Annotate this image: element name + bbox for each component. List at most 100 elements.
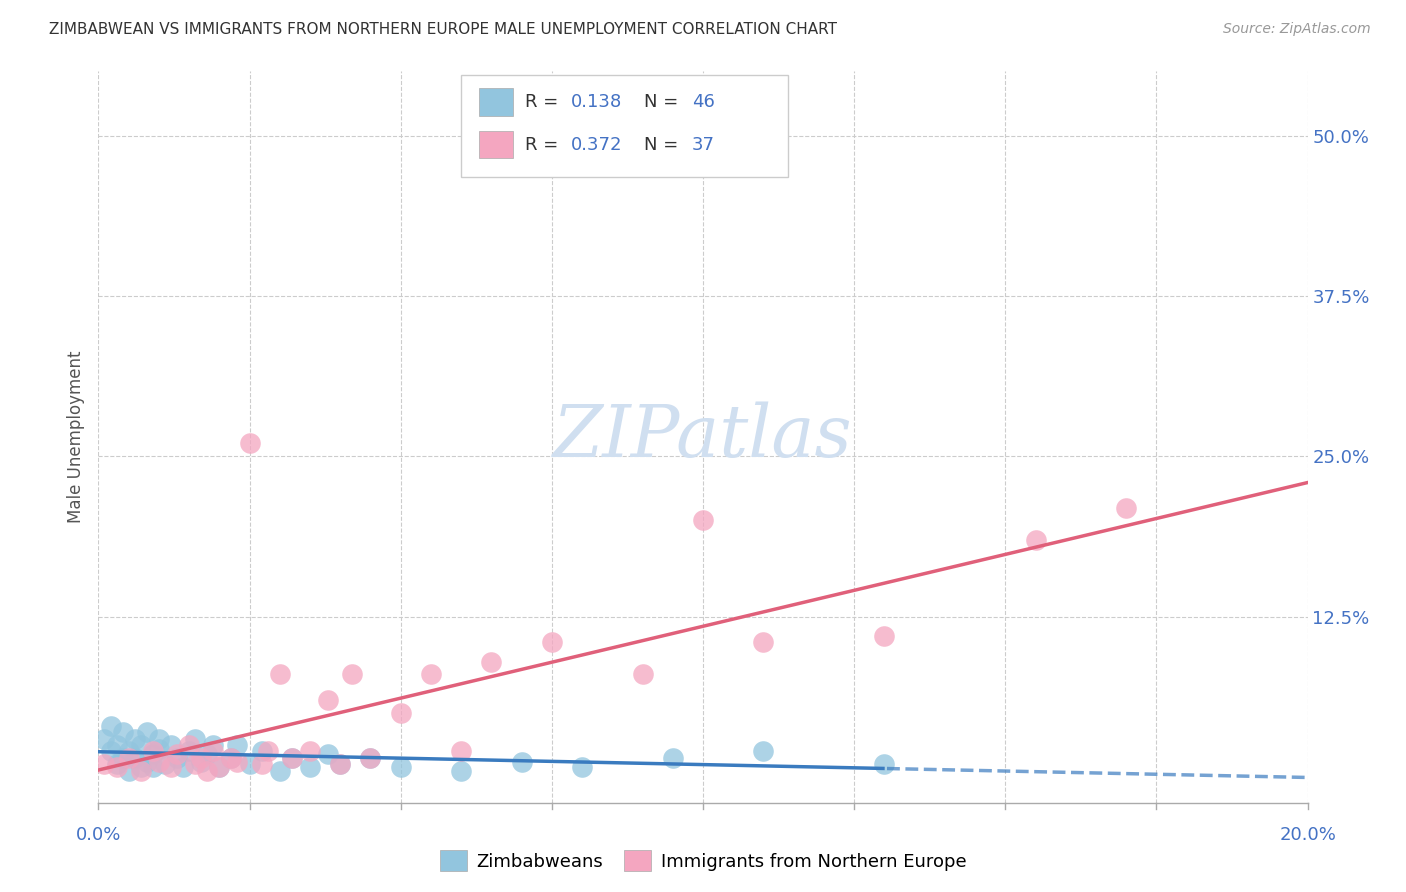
Point (239, 436, 262, 450)
Point (329, 757, 352, 772)
Point (510, 755, 533, 769)
Point (135, 725, 157, 739)
Bar (479, 130, 513, 159)
Point (299, 744, 322, 758)
Point (142, 760, 165, 774)
Point (202, 738, 225, 752)
Point (1115, 500, 1137, 515)
Point (160, 760, 183, 774)
Point (873, 757, 896, 772)
Point (148, 731, 170, 746)
Point (316, 693, 339, 707)
Text: N =: N = (644, 136, 683, 153)
Point (692, 514, 714, 528)
Point (226, 755, 249, 769)
Point (195, 747, 218, 761)
Point (135, 755, 157, 769)
Point (148, 755, 170, 769)
Text: 20.0%: 20.0% (1279, 826, 1336, 844)
Point (129, 760, 152, 774)
Point (184, 757, 207, 772)
Point (105, 760, 128, 774)
Bar (479, 88, 513, 116)
Text: 0.372: 0.372 (571, 136, 623, 153)
Point (129, 738, 152, 752)
Point (111, 725, 134, 739)
Point (269, 667, 291, 681)
Point (281, 751, 304, 765)
Text: 0.138: 0.138 (571, 93, 623, 112)
Point (226, 738, 249, 752)
Point (190, 755, 212, 769)
Point (179, 738, 201, 752)
Point (873, 629, 896, 643)
Text: ZIPatlas: ZIPatlas (553, 401, 853, 473)
Point (100, 744, 122, 758)
Point (160, 738, 183, 752)
Point (250, 757, 273, 772)
Text: R =: R = (526, 136, 564, 153)
Text: 46: 46 (692, 93, 716, 112)
Legend: Zimbabweans, Immigrants from Northern Europe: Zimbabweans, Immigrants from Northern Eu… (433, 843, 973, 879)
Point (142, 744, 165, 758)
Point (450, 764, 472, 778)
Point (360, 751, 382, 765)
Point (329, 757, 352, 772)
Point (179, 744, 201, 758)
Point (93, 731, 115, 746)
Point (221, 751, 243, 765)
Point (105, 738, 128, 752)
Point (93, 757, 115, 772)
Point (450, 744, 472, 758)
Point (316, 747, 339, 761)
Text: ZIMBABWEAN VS IMMIGRANTS FROM NORTHERN EUROPE MALE UNEMPLOYMENT CORRELATION CHAR: ZIMBABWEAN VS IMMIGRANTS FROM NORTHERN E… (49, 22, 837, 37)
Point (100, 719, 122, 733)
Point (299, 760, 322, 774)
Point (281, 751, 304, 765)
Point (148, 742, 170, 756)
Point (118, 744, 141, 758)
Point (166, 751, 188, 765)
Point (124, 731, 146, 746)
Point (269, 764, 291, 778)
Text: Source: ZipAtlas.com: Source: ZipAtlas.com (1223, 22, 1371, 37)
Point (111, 751, 134, 765)
Point (184, 731, 207, 746)
Text: 37: 37 (692, 136, 716, 153)
Point (661, 751, 683, 765)
Point (389, 706, 412, 720)
Point (105, 757, 128, 772)
Point (166, 747, 188, 761)
Point (1024, 533, 1046, 547)
Point (153, 757, 176, 772)
FancyBboxPatch shape (461, 75, 787, 178)
Point (250, 744, 273, 758)
Text: N =: N = (644, 93, 683, 112)
Point (342, 667, 364, 681)
Point (481, 655, 503, 669)
Text: 0.0%: 0.0% (76, 826, 121, 844)
Point (389, 760, 412, 774)
Point (129, 764, 152, 778)
Point (752, 635, 775, 649)
Point (631, 667, 654, 681)
Point (571, 760, 593, 774)
Point (142, 747, 165, 761)
Y-axis label: Male Unemployment: Male Unemployment (66, 351, 84, 524)
Point (420, 667, 443, 681)
Point (202, 744, 225, 758)
Point (752, 744, 775, 758)
Point (540, 635, 562, 649)
Point (190, 751, 212, 765)
Point (208, 760, 231, 774)
Point (239, 757, 262, 772)
Point (124, 751, 146, 765)
Point (256, 744, 278, 758)
Point (221, 751, 243, 765)
Point (195, 764, 218, 778)
Point (360, 751, 382, 765)
Point (118, 751, 141, 765)
Point (208, 760, 231, 774)
Point (172, 760, 194, 774)
Text: R =: R = (526, 93, 564, 112)
